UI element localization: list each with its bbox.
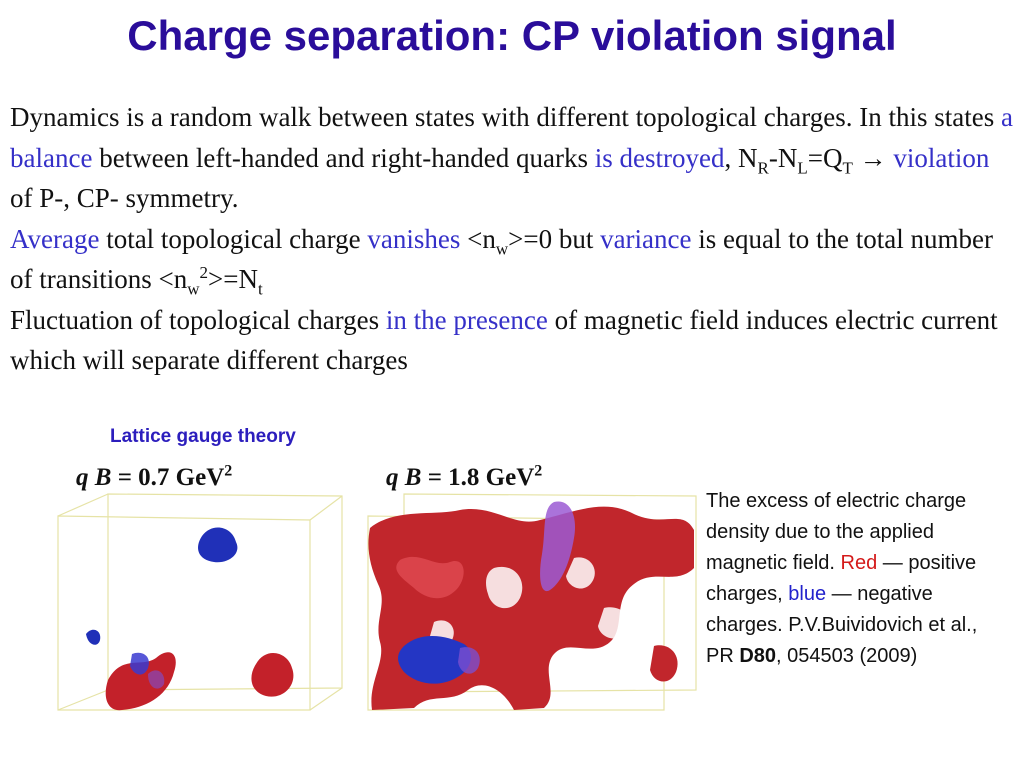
lattice-plot-right: q B = 1.8 GeV2 — [364, 458, 698, 720]
body-text: Dynamics is a random walk between states… — [10, 97, 1014, 381]
plot-left-image — [57, 493, 343, 711]
lattice-plot-left: q B = 0.7 GeV2 — [52, 458, 344, 720]
plot-right-image — [367, 493, 697, 711]
p2-text: Average total topological charge vanishe… — [10, 223, 993, 299]
p3-text: Fluctuation of topological charges in th… — [10, 304, 998, 376]
plot-left-label: q B = 0.7 GeV2 — [76, 462, 233, 491]
figure-heading: Lattice gauge theory — [110, 426, 296, 447]
figure-caption: The excess of electric charge density du… — [706, 490, 978, 667]
plot-right-label: q B = 1.8 GeV2 — [386, 462, 543, 491]
slide-title: Charge separation: CP violation signal — [127, 12, 897, 59]
p1-text: Dynamics is a random walk between states… — [10, 102, 1013, 213]
